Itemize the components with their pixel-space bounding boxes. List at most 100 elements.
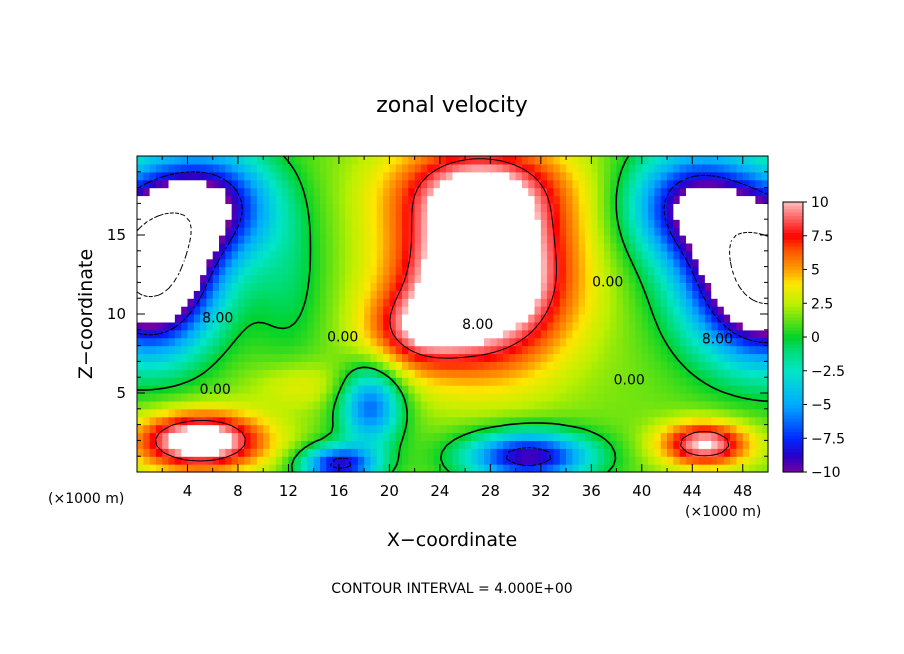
- heatmap-cell: [370, 203, 378, 212]
- heatmap-cell: [465, 290, 473, 299]
- heatmap-cell: [698, 266, 706, 276]
- heatmap-cell: [237, 408, 245, 418]
- heatmap-cell: [244, 456, 252, 465]
- heatmap-cell: [484, 227, 491, 236]
- heatmap-cell: [244, 314, 252, 323]
- heatmap-cell: [364, 321, 372, 331]
- heatmap-cell: [465, 163, 473, 173]
- heatmap-cell: [395, 424, 403, 434]
- heatmap-cell: [553, 361, 561, 370]
- heatmap-cell: [370, 171, 378, 181]
- heatmap-cell: [155, 377, 163, 386]
- heatmap-cell: [597, 400, 605, 410]
- heatmap-cell: [193, 163, 201, 173]
- heatmap-cell: [603, 179, 611, 189]
- heatmap-cell: [490, 298, 498, 307]
- heatmap-cell: [521, 187, 529, 197]
- heatmap-cell: [704, 290, 712, 299]
- heatmap-cell: [723, 408, 731, 418]
- heatmap-cell: [263, 258, 271, 268]
- heatmap-cell: [155, 345, 163, 355]
- heatmap-cell: [370, 235, 378, 244]
- heatmap-cell: [553, 203, 561, 212]
- heatmap-cell: [408, 266, 416, 276]
- heatmap-cell: [622, 393, 630, 402]
- heatmap-cell: [578, 211, 586, 220]
- heatmap-cell: [635, 306, 643, 315]
- heatmap-cell: [667, 408, 674, 418]
- heatmap-cell: [162, 306, 170, 315]
- heatmap-cell: [540, 377, 548, 386]
- heatmap-cell: [244, 361, 252, 370]
- heatmap-cell: [749, 353, 756, 362]
- heatmap-cell: [351, 353, 359, 362]
- heatmap-cell: [502, 242, 510, 252]
- heatmap-cell: [206, 337, 214, 347]
- heatmap-cell: [402, 235, 409, 244]
- heatmap-cell: [528, 377, 536, 386]
- contour-label: 0.00: [200, 382, 231, 398]
- colorbar-tick-label: −10: [811, 465, 841, 481]
- heatmap-cell: [427, 219, 435, 228]
- heatmap-cell: [465, 424, 473, 434]
- heatmap-cell: [307, 353, 315, 362]
- heatmap-cell: [458, 203, 466, 212]
- heatmap-cell: [660, 235, 668, 244]
- heatmap-cell: [212, 440, 220, 449]
- heatmap-cell: [484, 203, 491, 212]
- heatmap-cell: [660, 377, 668, 386]
- heatmap-cell: [351, 321, 359, 331]
- heatmap-cell: [704, 235, 712, 244]
- heatmap-cell: [654, 282, 662, 291]
- heatmap-cell: [402, 211, 409, 220]
- heatmap-cell: [389, 298, 397, 307]
- heatmap-cell: [471, 400, 479, 410]
- heatmap-cell: [641, 432, 649, 441]
- heatmap-cell: [755, 400, 763, 410]
- heatmap-cell: [685, 408, 693, 418]
- heatmap-cell: [338, 282, 346, 291]
- heatmap-cell: [244, 416, 252, 426]
- heatmap-cell: [679, 163, 687, 173]
- heatmap-cell: [654, 329, 662, 339]
- heatmap-cell: [376, 203, 384, 212]
- heatmap-cell: [515, 179, 523, 189]
- heatmap-cell: [402, 266, 409, 276]
- heatmap-cell: [471, 361, 479, 370]
- heatmap-cell: [357, 235, 365, 244]
- heatmap-cell: [200, 211, 208, 220]
- heatmap-cell: [212, 314, 220, 323]
- heatmap-cell: [641, 464, 649, 473]
- heatmap-cell: [446, 464, 454, 473]
- heatmap-cell: [711, 282, 719, 291]
- colorbar-segment: [783, 364, 803, 368]
- heatmap-cell: [439, 219, 447, 228]
- heatmap-cell: [408, 464, 416, 473]
- heatmap-cell: [427, 306, 435, 315]
- heatmap-cell: [509, 290, 517, 299]
- heatmap-cell: [282, 416, 290, 426]
- heatmap-cell: [698, 235, 706, 244]
- heatmap-cell: [509, 195, 517, 204]
- heatmap-cell: [345, 448, 353, 457]
- heatmap-cell: [256, 369, 264, 378]
- heatmap-cell: [149, 432, 157, 441]
- heatmap-cell: [685, 179, 693, 189]
- heatmap-cell: [723, 235, 731, 244]
- heatmap-cell: [193, 171, 201, 181]
- heatmap-cell: [225, 448, 233, 457]
- heatmap-cell: [174, 329, 182, 339]
- colorbar-segment: [783, 391, 803, 395]
- heatmap-cell: [250, 448, 258, 457]
- heatmap-cell: [502, 274, 510, 283]
- heatmap-cell: [301, 377, 308, 386]
- heatmap-cell: [326, 321, 334, 331]
- heatmap-cell: [269, 408, 277, 418]
- heatmap-cell: [301, 424, 308, 434]
- heatmap-cell: [319, 321, 327, 331]
- heatmap-cell: [269, 250, 277, 260]
- heatmap-cell: [332, 345, 340, 355]
- heatmap-cell: [509, 203, 517, 212]
- heatmap-cell: [319, 440, 327, 449]
- heatmap-cell: [181, 377, 189, 386]
